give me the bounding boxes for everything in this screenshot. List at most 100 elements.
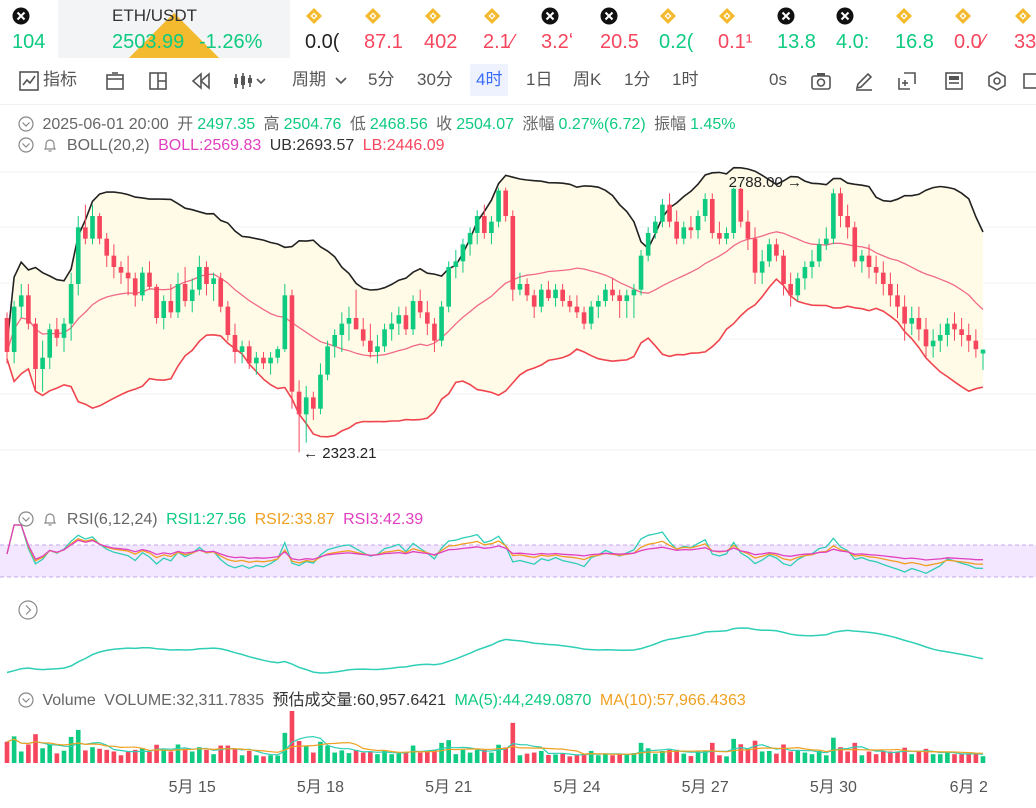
chart-type-icon[interactable] <box>232 70 266 92</box>
more-icon[interactable] <box>1022 70 1036 92</box>
x-axis-tick-label: 5月 15 <box>169 779 216 796</box>
active-change: -1.26% <box>199 31 263 53</box>
ticker-item[interactable]: 0.0( <box>305 0 345 58</box>
volume-bar <box>759 751 765 763</box>
ticker-item[interactable]: 16.8 <box>895 0 935 58</box>
candle-body <box>303 397 309 415</box>
interval-1w[interactable]: 周K <box>573 70 602 89</box>
bnb-icon <box>660 8 676 24</box>
boll-name[interactable]: BOLL(20,2) <box>66 137 150 154</box>
ticker-item[interactable]: 87.1 <box>364 0 404 58</box>
ticker-item[interactable]: 0.1¹ <box>718 0 758 58</box>
period-dropdown[interactable]: 周期 <box>292 70 326 89</box>
ticker-value: 104 <box>12 31 46 53</box>
indicator-chart-icon[interactable] <box>18 70 40 92</box>
open-value: 2497.35 <box>197 116 256 133</box>
volume-bar <box>403 751 409 763</box>
volume-name[interactable]: Volume <box>42 692 96 709</box>
candle-body <box>481 216 487 233</box>
add-window-icon[interactable] <box>896 70 918 92</box>
candle-body <box>54 329 60 338</box>
candle-body <box>460 244 466 262</box>
volume-bar <box>467 752 473 763</box>
bell-icon[interactable] <box>42 137 58 153</box>
candle-body <box>474 216 480 233</box>
interval-1h[interactable]: 1时 <box>672 70 699 89</box>
settings-icon[interactable] <box>986 70 1008 92</box>
collapse-icon[interactable] <box>18 692 34 708</box>
expand-icon[interactable] <box>18 600 38 620</box>
volume-bar <box>531 752 537 763</box>
volume-bar <box>888 751 893 763</box>
volume-bar <box>795 750 801 763</box>
volume-bar <box>952 754 957 763</box>
candle-body <box>880 272 886 284</box>
volume-bar <box>439 742 444 763</box>
ticker-item[interactable]: 20.5 <box>600 0 640 58</box>
volume-bar <box>980 756 986 763</box>
volume-bar <box>866 751 872 763</box>
ticker-item[interactable]: 2.1⁄ <box>483 0 523 58</box>
ticker-item[interactable]: 402 <box>424 0 464 58</box>
candle-body <box>980 349 986 354</box>
candle-body <box>346 318 352 324</box>
volume-bar <box>852 742 858 763</box>
interval-1d[interactable]: 1日 <box>526 70 553 89</box>
candle-body <box>225 306 231 335</box>
low-label: 低 <box>349 116 366 133</box>
interval-1m[interactable]: 1分 <box>624 70 651 89</box>
candle-body <box>161 301 167 318</box>
collapse-icon[interactable] <box>18 511 34 527</box>
rewind-icon[interactable] <box>190 70 212 92</box>
indicator-button[interactable]: 指标 <box>43 70 77 89</box>
candle-body <box>189 289 195 301</box>
candle-body <box>567 301 573 307</box>
candle-body <box>581 312 587 324</box>
chevron-down-icon[interactable] <box>334 74 348 88</box>
volume-bar <box>33 734 38 763</box>
interval-30m[interactable]: 30分 <box>417 70 453 89</box>
layout-icon[interactable] <box>147 70 169 92</box>
ticker-item[interactable]: 104 <box>12 0 58 58</box>
volume-bar <box>581 753 587 763</box>
volume-bar <box>268 755 273 763</box>
collapse-icon[interactable] <box>18 137 34 153</box>
candle-body <box>517 284 523 290</box>
ticker-item[interactable]: 4.0: <box>836 0 876 58</box>
candle-body <box>90 216 95 239</box>
bnb-icon <box>425 8 441 24</box>
clipboard-icon[interactable] <box>104 70 126 92</box>
bell-icon[interactable] <box>42 511 58 527</box>
volume-bar <box>182 748 188 763</box>
ticker-item-active[interactable]: ETH/USDT 2503.99 -1.26% <box>58 0 290 58</box>
candle-body <box>140 272 145 296</box>
volume-bar <box>225 745 231 763</box>
candle-body <box>282 295 288 350</box>
rsi-name[interactable]: RSI(6,12,24) <box>66 511 158 528</box>
ticker-item[interactable]: 13.8 <box>777 0 817 58</box>
interval-4h[interactable]: 4时 <box>470 64 509 96</box>
ticker-item[interactable]: 0.0⁄ <box>954 0 994 58</box>
template-icon[interactable] <box>943 70 965 92</box>
candle-body <box>724 233 729 239</box>
rsi3-line <box>6 524 983 561</box>
interval-5m[interactable]: 5分 <box>368 70 395 89</box>
ticker-item[interactable]: 0.2( <box>659 0 699 58</box>
ticker-item[interactable]: 3.2ʻ <box>541 0 581 58</box>
volume-bar <box>446 740 452 763</box>
candle-body <box>831 193 836 239</box>
ticker-value: 16.8 <box>895 31 934 53</box>
camera-icon[interactable] <box>810 70 832 92</box>
boll-ub-value: UB:2693.57 <box>269 137 355 154</box>
volume-bar <box>40 748 45 763</box>
volume-bar <box>154 744 159 763</box>
candle-body <box>717 233 722 239</box>
candle-body <box>47 329 53 358</box>
volume-bar <box>724 756 729 763</box>
collapse-icon[interactable] <box>18 116 34 132</box>
ticker-item[interactable]: 33 <box>1014 0 1036 58</box>
candle-body <box>268 357 273 364</box>
pencil-icon[interactable] <box>853 70 875 92</box>
candle-body <box>531 295 537 307</box>
